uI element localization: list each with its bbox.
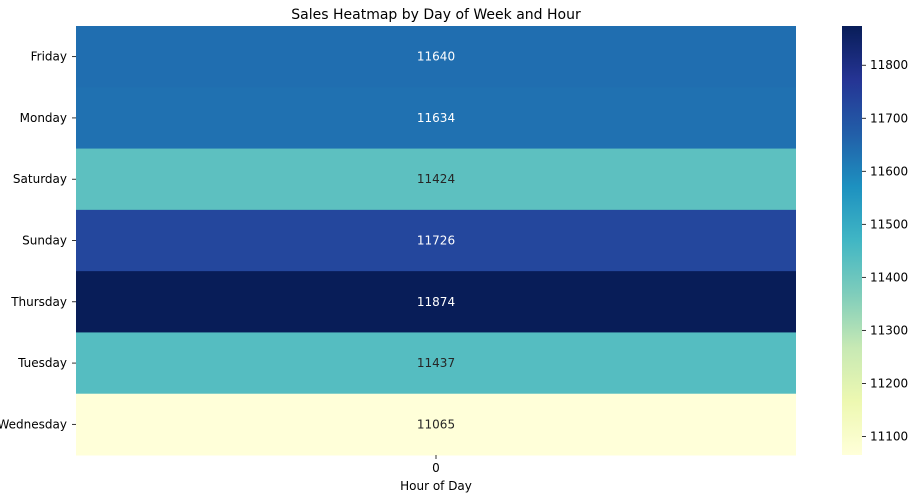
colorbar-tick-label: 11400 (870, 270, 908, 284)
colorbar (842, 26, 862, 455)
x-tick-label: 0 (432, 461, 440, 475)
colorbar-tick-label: 11600 (870, 164, 908, 178)
cell-value-label: 11065 (417, 417, 455, 431)
x-axis-label: Hour of Day (400, 479, 472, 493)
heatmap-cell (76, 209, 796, 272)
colorbar-tick-label: 11800 (870, 58, 908, 72)
cell-value-label: 11726 (417, 234, 455, 248)
colorbar-tick-label: 11200 (870, 376, 908, 390)
cell-value-label: 11634 (417, 111, 455, 125)
y-tick-label: Sunday (22, 234, 67, 248)
colorbar-tick-label: 11300 (870, 323, 908, 337)
y-tick-label: Friday (31, 50, 67, 64)
cell-value-label: 11874 (417, 295, 455, 309)
y-tick-label: Saturday (13, 172, 67, 186)
cell-value-label: 11437 (417, 356, 455, 370)
y-tick-label: Tuesday (17, 356, 67, 370)
chart-title: Sales Heatmap by Day of Week and Hour (291, 7, 581, 23)
heatmap-cells: 11640 11634 11424 11726 11874 11437 11065 (76, 26, 796, 456)
heatmap-cell (76, 87, 796, 150)
colorbar-ticks: 11100 11200 11300 11400 11500 11600 11700 11800 (862, 58, 908, 443)
cell-value-label: 11640 (417, 50, 455, 64)
y-tick-label: Thursday (10, 295, 67, 309)
y-tick-label: Wednesday (0, 417, 67, 431)
x-axis-ticks: 0 (432, 455, 440, 475)
heatmap-cell (76, 332, 796, 395)
colorbar-tick-label: 11500 (870, 217, 908, 231)
colorbar-tick-label: 11700 (870, 111, 908, 125)
y-tick-label: Monday (20, 111, 67, 125)
cell-value-label: 11424 (417, 172, 455, 186)
colorbar-tick-label: 11100 (870, 429, 908, 443)
heatmap-cell (76, 148, 796, 211)
heatmap-cell (76, 393, 796, 456)
heatmap-cell (76, 271, 796, 333)
y-axis-ticks: Friday Monday Saturday Sunday Thursday Tuesda… (0, 50, 76, 431)
heatmap-cell (76, 26, 796, 88)
